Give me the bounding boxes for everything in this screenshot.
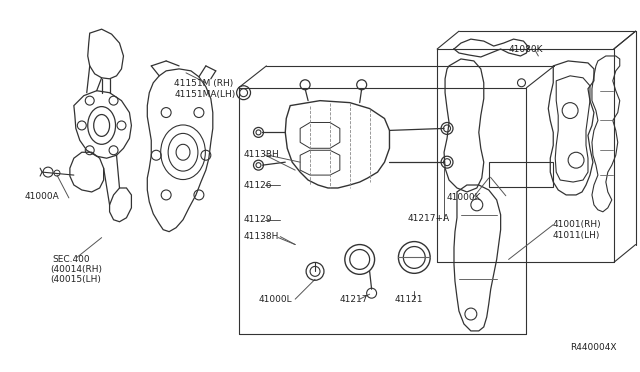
Text: 41126: 41126 [244, 181, 272, 190]
Text: 41217+A: 41217+A [407, 214, 449, 223]
Text: 41138H: 41138H [244, 232, 279, 241]
Text: 41080K: 41080K [509, 45, 543, 54]
Text: (40014(RH): (40014(RH) [50, 265, 102, 275]
Text: (40015(LH): (40015(LH) [50, 275, 101, 284]
Text: 41000L: 41000L [259, 295, 292, 304]
Text: 41001(RH): 41001(RH) [552, 220, 601, 229]
Text: 41217: 41217 [340, 295, 369, 304]
Text: 41011(LH): 41011(LH) [552, 231, 600, 240]
Text: 41000K: 41000K [447, 193, 481, 202]
Text: 41151MA(LH): 41151MA(LH) [174, 90, 236, 99]
Text: 41000A: 41000A [24, 192, 59, 201]
Text: 41129: 41129 [244, 215, 272, 224]
Text: SEC.400: SEC.400 [52, 256, 90, 264]
Text: 41151M (RH): 41151M (RH) [174, 79, 234, 88]
Text: R440004X: R440004X [570, 343, 616, 352]
Text: 41121: 41121 [394, 295, 423, 304]
Text: 4113BH: 4113BH [244, 150, 279, 159]
